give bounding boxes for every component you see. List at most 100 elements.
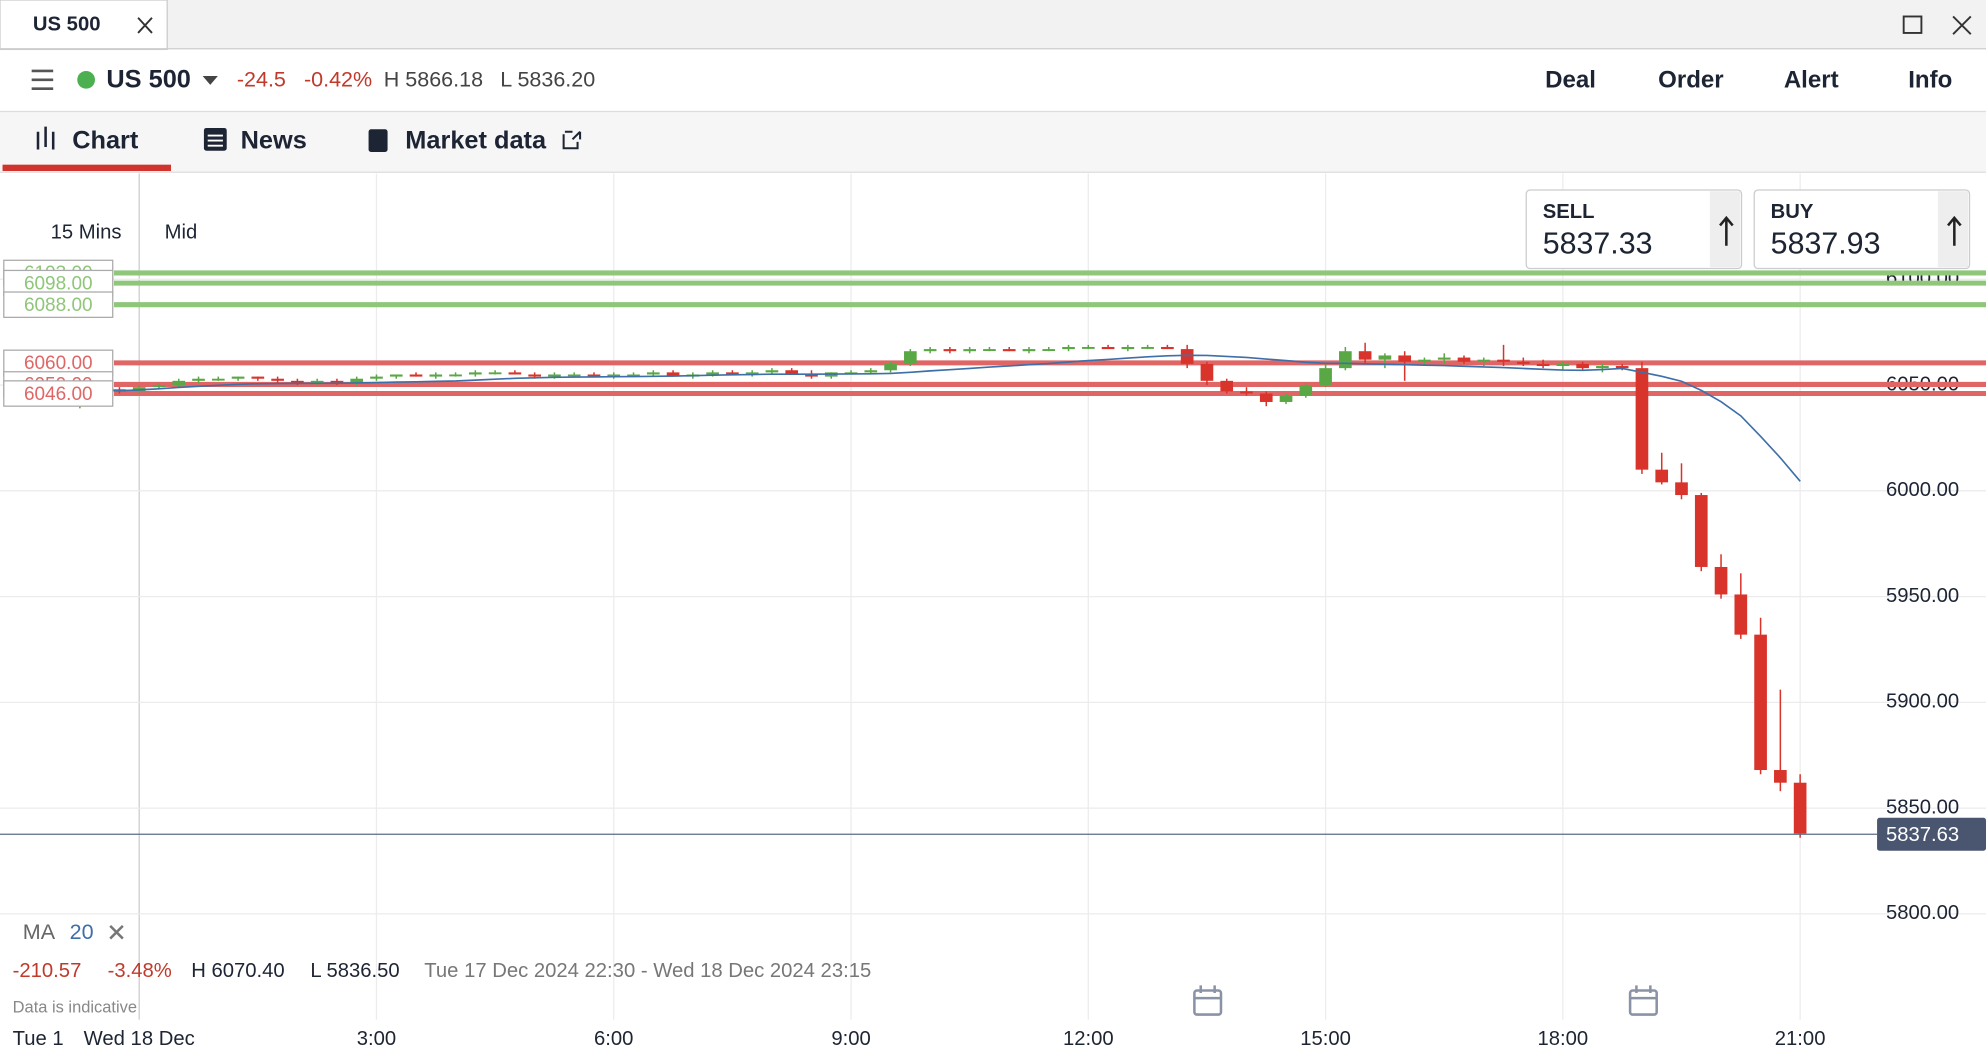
candle-body bbox=[508, 372, 522, 375]
buy-price: 5837.93 bbox=[1771, 227, 1881, 261]
candle-body bbox=[1339, 351, 1352, 369]
symbol[interactable]: US 500 bbox=[106, 66, 190, 94]
candle-body bbox=[745, 372, 759, 375]
dropdown[interactable] bbox=[202, 76, 218, 85]
plot: Tue 1 Wed 18 Dec 3:00 6:00 9:00 12:00 15:00 18:… bbox=[0, 173, 1986, 1048]
stat-high: H 6070.40 bbox=[191, 960, 284, 982]
candle-body bbox=[587, 374, 601, 377]
candle-body bbox=[1754, 634, 1767, 771]
candle-body bbox=[449, 374, 462, 377]
candle-body bbox=[152, 385, 166, 388]
candle-body bbox=[1536, 363, 1550, 367]
candle-body bbox=[389, 374, 403, 377]
candle-body bbox=[1319, 368, 1332, 386]
sell-price: 5837.33 bbox=[1543, 227, 1653, 261]
menu[interactable] bbox=[31, 69, 54, 90]
candle-body bbox=[785, 370, 799, 375]
y-tick-label: 5800.00 bbox=[1886, 902, 1959, 924]
buy-box[interactable] bbox=[1753, 189, 1971, 270]
low: L 5836.20 bbox=[500, 68, 595, 92]
candle-body bbox=[1793, 782, 1807, 834]
action[interactable]: Info bbox=[1908, 66, 1952, 93]
x-tick-label: 21:00 bbox=[1775, 1028, 1826, 1048]
y-tick-label: 5950.00 bbox=[1886, 585, 1959, 607]
status-dot bbox=[77, 70, 95, 89]
candle-body bbox=[192, 378, 205, 381]
market-icon bbox=[368, 129, 388, 153]
tab-bar bbox=[0, 0, 1986, 49]
news-icon-lines bbox=[207, 134, 223, 147]
candle-body bbox=[1576, 363, 1589, 369]
candle-body bbox=[1042, 349, 1056, 351]
nav-tab[interactable]: Chart bbox=[72, 127, 139, 155]
x-tick-label: Tue 1 bbox=[13, 1028, 64, 1048]
candle-body bbox=[1556, 363, 1570, 367]
maximize[interactable] bbox=[1902, 15, 1923, 34]
ma-line bbox=[79, 354, 1801, 482]
candle-body bbox=[1437, 357, 1451, 360]
buy-label: BUY bbox=[1771, 201, 1814, 223]
event-icon[interactable] bbox=[1628, 985, 1658, 1016]
candle-body bbox=[706, 372, 719, 375]
candle-body bbox=[1398, 355, 1412, 362]
candle-body bbox=[1200, 363, 1214, 381]
candle-body bbox=[943, 349, 957, 352]
candle-body bbox=[1081, 346, 1095, 349]
ma-name: MA bbox=[23, 920, 56, 944]
candle-body bbox=[370, 376, 383, 379]
candle-body bbox=[726, 372, 739, 375]
candle-body bbox=[1675, 482, 1688, 496]
nav-tab[interactable]: News bbox=[241, 127, 307, 155]
action[interactable]: Alert bbox=[1784, 66, 1839, 93]
candle-body bbox=[1516, 361, 1530, 364]
tab-close[interactable] bbox=[137, 17, 153, 34]
candle-body bbox=[1635, 368, 1649, 470]
action[interactable]: Deal bbox=[1545, 66, 1596, 93]
candle-body bbox=[231, 376, 245, 379]
ma-remove[interactable] bbox=[109, 924, 124, 940]
price-type[interactable]: Mid bbox=[165, 221, 198, 243]
stat-change: -210.57 bbox=[13, 960, 82, 982]
x-tick-label: 3:00 bbox=[357, 1028, 396, 1048]
y-tick-label: 5850.00 bbox=[1886, 796, 1959, 818]
candle-body bbox=[627, 374, 640, 377]
candle-body bbox=[409, 374, 423, 377]
candle-body bbox=[1497, 359, 1510, 362]
sell-box[interactable] bbox=[1525, 189, 1743, 270]
buy-panel[interactable]: BUY 5837.93 bbox=[1753, 189, 1971, 270]
candle-body bbox=[211, 378, 225, 381]
candle-body bbox=[765, 370, 779, 373]
candle-body bbox=[1002, 349, 1016, 352]
active-underline bbox=[2, 164, 171, 172]
stat-change-pct: -3.48% bbox=[108, 960, 172, 982]
sell-panel[interactable]: SELL 5837.33 bbox=[1525, 189, 1743, 270]
candle-body bbox=[1615, 366, 1629, 369]
candle-body bbox=[271, 378, 284, 381]
event-icon[interactable] bbox=[1193, 985, 1223, 1016]
candle-body bbox=[1279, 395, 1293, 402]
window-close[interactable] bbox=[1952, 15, 1972, 35]
candle-body bbox=[1180, 349, 1194, 364]
x-tick-label: 18:00 bbox=[1538, 1028, 1589, 1048]
interval[interactable]: 15 Mins bbox=[51, 221, 122, 243]
candle-body bbox=[607, 374, 621, 377]
candle-body bbox=[1477, 359, 1491, 362]
candle-body bbox=[251, 376, 265, 379]
candle-body bbox=[548, 374, 561, 377]
level-label: 6098.00 bbox=[24, 273, 93, 294]
y-tick-label: 6000.00 bbox=[1886, 479, 1959, 501]
level-label-box bbox=[3, 380, 114, 407]
arrow bbox=[1947, 215, 1962, 246]
candle-body bbox=[646, 372, 660, 375]
y-tick-label: 5900.00 bbox=[1886, 691, 1959, 713]
ma-period: 20 bbox=[70, 920, 94, 944]
tab[interactable] bbox=[0, 0, 168, 51]
candle-body bbox=[1655, 469, 1669, 483]
action[interactable]: Order bbox=[1658, 66, 1723, 93]
candle-body bbox=[1457, 357, 1471, 362]
nav-tab[interactable]: Market data bbox=[405, 127, 547, 155]
candle-body bbox=[1358, 351, 1372, 360]
candle-body bbox=[1418, 359, 1431, 362]
candle-body bbox=[1378, 355, 1392, 360]
